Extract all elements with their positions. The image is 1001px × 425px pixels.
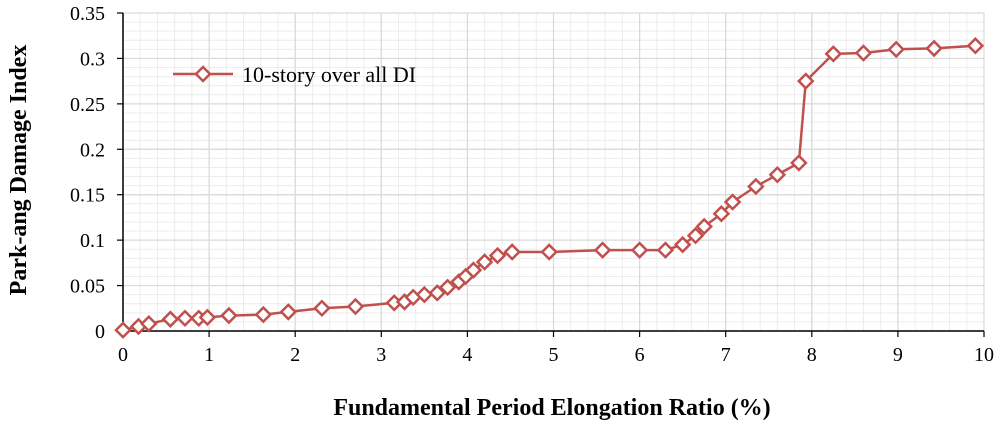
- data-point: [797, 72, 815, 90]
- data-point: [768, 165, 787, 184]
- y-tick-label: 0.05: [70, 276, 105, 298]
- grid: [122, 12, 985, 332]
- data-point: [887, 40, 905, 59]
- data-point: [656, 241, 675, 259]
- data-point: [313, 299, 331, 318]
- x-tick-label: 1: [204, 344, 214, 366]
- x-tick-label: 6: [635, 344, 645, 366]
- data-point: [673, 235, 692, 254]
- data-point: [824, 45, 843, 63]
- y-tick-label: 0.2: [80, 139, 105, 161]
- x-tick-label: 10: [974, 344, 994, 366]
- tick-labels: 0 1 2 3 4 5 6 7 8 9 10 0 0.05 0.1 0.15 0.2 0.25 0.3 0.35: [70, 3, 994, 366]
- x-tick-label: 2: [290, 344, 300, 366]
- y-tick-label: 0.15: [70, 185, 105, 207]
- data-point: [176, 309, 194, 328]
- series-layer: [114, 36, 985, 339]
- y-tick-label: 0.35: [70, 3, 105, 25]
- x-axis-title: Fundamental Period Elongation Ratio (%): [333, 395, 770, 421]
- data-point: [464, 261, 483, 279]
- data-point: [712, 205, 731, 223]
- legend-marker-diamond-icon: [194, 65, 212, 83]
- data-point: [488, 246, 507, 265]
- data-point: [630, 241, 649, 259]
- data-point: [723, 193, 742, 211]
- series-line: [122, 44, 976, 332]
- x-tick-label: 5: [549, 344, 559, 366]
- data-point: [503, 243, 521, 261]
- data-point: [925, 39, 943, 58]
- legend: 10-story over all DI: [173, 62, 416, 87]
- data-point: [161, 310, 180, 328]
- y-tick-label: 0.1: [80, 230, 105, 252]
- data-point: [686, 226, 705, 245]
- data-point: [747, 177, 765, 196]
- x-tick-label: 0: [118, 344, 128, 366]
- data-point: [593, 241, 612, 259]
- y-tick-label: 0: [95, 321, 105, 343]
- y-tick-label: 0.25: [70, 94, 105, 116]
- data-point: [220, 306, 238, 325]
- data-point: [140, 314, 158, 333]
- y-tick-label: 0.3: [80, 48, 105, 70]
- data-point: [254, 305, 273, 324]
- data-point: [279, 303, 298, 321]
- data-point: [438, 278, 457, 297]
- data-point: [428, 284, 447, 302]
- data-point: [540, 243, 558, 261]
- x-tick-label: 9: [893, 344, 903, 366]
- data-point: [790, 154, 808, 172]
- x-tick-label: 8: [807, 344, 817, 366]
- data-point: [198, 308, 217, 327]
- x-tick-label: 4: [462, 344, 472, 366]
- y-axis-title: Park-ang Damage Index: [6, 45, 32, 296]
- data-point: [966, 36, 985, 55]
- data-point: [854, 44, 873, 62]
- data-point: [346, 297, 365, 316]
- x-tick-label: 7: [721, 344, 731, 366]
- data-point: [695, 217, 713, 236]
- legend-label: 10-story over all DI: [242, 62, 416, 87]
- x-tick-label: 3: [376, 344, 386, 366]
- data-point: [475, 253, 494, 271]
- data-point: [114, 321, 132, 339]
